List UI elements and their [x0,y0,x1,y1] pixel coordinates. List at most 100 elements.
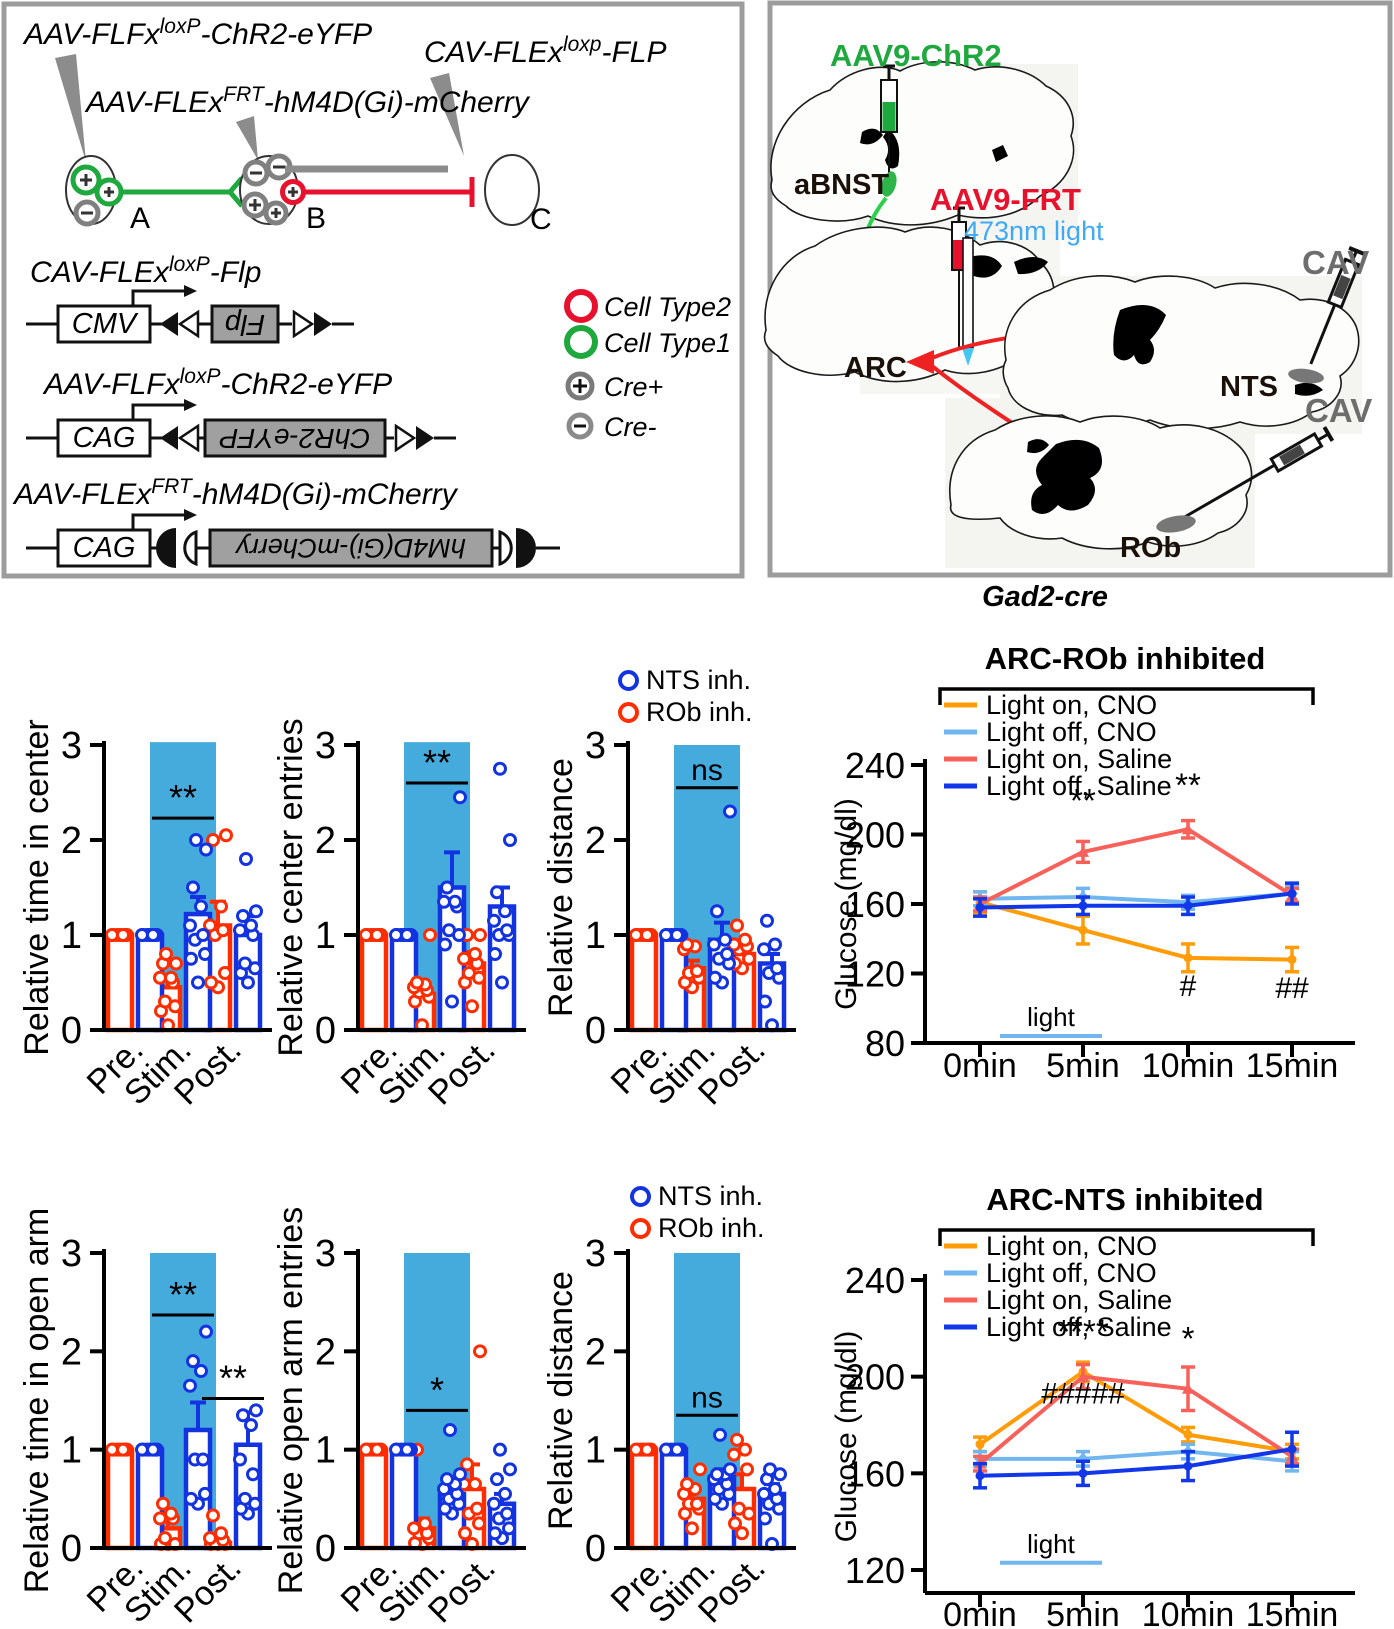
light-label: light [1027,1002,1075,1032]
data-point [423,928,437,942]
data-point [730,918,744,933]
significance: ## [1275,972,1309,1005]
data-point [203,1531,217,1546]
data-point [400,1442,414,1457]
data-point [490,885,504,900]
data-point [670,1442,684,1457]
title-bracket [938,687,1315,705]
data-point [370,1442,384,1457]
legend-label: Light off, CNO [986,717,1157,747]
data-point [710,1467,724,1482]
data-point [500,1506,514,1521]
y-axis-label: Relative distance [542,1271,580,1530]
label-cav-flex-flp: CAV-FLExloxp-FLP [424,33,667,69]
data-point [164,970,178,985]
data-point [186,880,200,895]
y-axis-label: Relative time in center [18,719,56,1055]
bar [105,1447,135,1551]
data-point [738,932,752,947]
data-point [191,975,205,990]
panel-constructs: A B C CMV Flp [1,1,745,579]
data-point [460,1457,474,1472]
callout-wedge-c [430,73,464,156]
x-tick-label: 10min [1142,1047,1235,1085]
chart-title: ARC-ROb inhibited [985,641,1266,676]
data-point [105,928,119,942]
construct-title-3: AAV-FLExFRT-hM4D(Gi)-mCherry [14,475,457,511]
data-point [473,1344,487,1359]
data-point [680,1477,694,1492]
legend-label: Light on, CNO [986,690,1157,720]
y-tick-label: 3 [315,1233,336,1275]
y-tick-label: 200 [845,1357,905,1398]
data-point [158,1531,172,1546]
label-aav9-chr2: AAV9-ChR2 [830,38,1002,73]
data-point [465,999,479,1014]
data-point [710,904,724,919]
data-point [443,1423,457,1437]
series-line [979,1447,1293,1478]
nts-legend-label: NTS inh. [658,1180,764,1211]
data-point [758,994,772,1009]
data-point [468,1477,482,1492]
promoter-cmv: CMV [72,308,139,340]
data-point [453,790,467,805]
data-point [186,1354,200,1369]
data-point [135,928,149,942]
x-tick-label: 5min [1046,1047,1120,1085]
data-point [728,1516,742,1531]
data-point [389,1442,403,1457]
y-axis-label: Glucose (mg/dl) [830,798,863,1010]
data-point [472,1516,486,1531]
gene-flp: Flp [225,308,265,340]
significance: **** [1057,1313,1109,1350]
bar [629,932,659,1033]
data-point [203,918,217,933]
data-point [498,1486,512,1501]
label-aav9-frt: AAV9-FRT [930,182,1081,217]
bar [359,932,389,1033]
data-point [502,1521,516,1536]
data-point [206,1508,220,1523]
data-point [418,1516,432,1531]
data-point [183,1378,197,1393]
data-point [249,904,263,919]
significance: ** [1175,766,1201,803]
data-point [757,942,771,957]
data-point [727,1447,741,1462]
construct-row-cav-flp: CMV Flp [26,285,354,344]
series-line [979,827,1294,906]
data-point [249,1403,263,1418]
data-point [236,1408,250,1423]
data-point [718,932,732,947]
syringe-aav9-chr2-icon [880,64,898,176]
y-tick-label: 1 [315,1430,336,1472]
data-point [189,833,203,847]
significance: ** [219,1358,247,1399]
y-tick-label: 2 [315,1331,336,1373]
data-point [410,975,424,990]
bar [105,932,135,1033]
series-line [979,891,1293,910]
data-point [493,1442,507,1457]
cre-plus-label: Cre+ [604,372,663,402]
label-rob: ROb [1120,532,1181,564]
cell-type1-ring-icon [564,325,598,359]
legend-item-nts: NTS inh. [618,664,753,696]
y-axis-label: Relative open arm entries [272,1207,310,1594]
data-point [204,975,218,990]
data-point [768,937,782,952]
syringe-cav-rob-icon [1183,426,1335,519]
data-point [758,1511,772,1526]
data-point [488,947,502,961]
legend-item-rob: ROb inh. [630,1212,765,1244]
significance: ** [169,1274,197,1315]
syringe-cav-nts-icon [1309,246,1365,365]
data-point [713,1427,727,1442]
construct-title-2: AAV-FLFxloxP-ChR2-eYFP [44,365,393,401]
significance: * [1182,1320,1195,1357]
data-point [216,923,230,938]
promoter-cag-2: CAG [73,532,136,564]
